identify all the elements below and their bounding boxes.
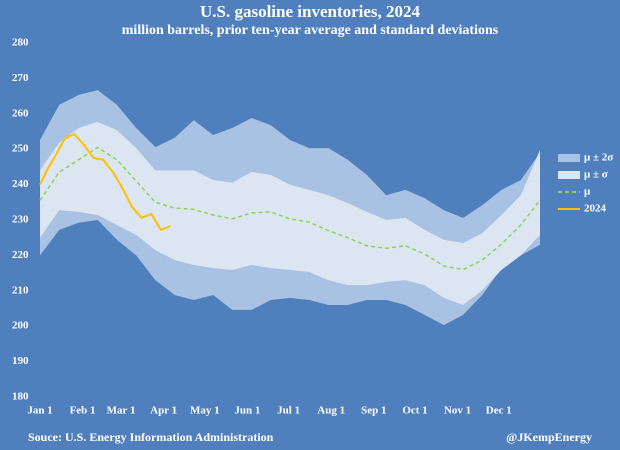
x-tick-label: Dec 1 — [486, 405, 512, 417]
y-tick-label: 210 — [12, 284, 29, 296]
x-tick-label: Apr 1 — [150, 405, 177, 417]
legend-label: μ ± σ — [584, 169, 608, 181]
y-tick-label: 270 — [12, 72, 29, 84]
y-tick-label: 220 — [12, 249, 29, 261]
y-tick-label: 230 — [12, 214, 29, 226]
legend-label: μ — [584, 186, 591, 198]
y-tick-label: 200 — [12, 320, 29, 332]
legend-swatch — [558, 154, 580, 162]
y-tick-label: 240 — [12, 178, 29, 190]
legend-label: 2024 — [584, 203, 607, 215]
x-tick-label: Sep 1 — [361, 405, 386, 417]
chart-title: U.S. gasoline inventories, 2024 — [200, 2, 421, 21]
y-tick-label: 190 — [12, 355, 29, 367]
x-tick-label: Jun 1 — [234, 405, 260, 417]
chart-subtitle: million barrels, prior ten-year average … — [122, 23, 499, 38]
y-tick-label: 180 — [12, 391, 29, 403]
band — [40, 121, 540, 306]
legend-label: μ ± 2σ — [584, 152, 613, 164]
source: Souce: U.S. Energy Information Administr… — [28, 430, 274, 444]
x-tick-label: Jan 1 — [27, 405, 52, 417]
x-tick-label: May 1 — [190, 405, 220, 417]
y-tick-label: 250 — [12, 143, 29, 155]
x-tick-label: Jul 1 — [277, 405, 300, 417]
x-tick-label: Aug 1 — [317, 405, 345, 417]
x-tick-label: Nov 1 — [444, 405, 471, 417]
y-tick-label: 260 — [12, 107, 29, 119]
line — [39, 132, 171, 232]
x-tick-label: Mar 1 — [107, 405, 136, 417]
credit: @JKempEnergy — [506, 430, 592, 444]
x-tick-label: Feb 1 — [70, 405, 96, 417]
x-tick-label: Oct 1 — [402, 405, 427, 417]
y-tick-label: 280 — [12, 37, 29, 49]
legend-swatch — [558, 171, 580, 179]
line — [39, 146, 541, 271]
